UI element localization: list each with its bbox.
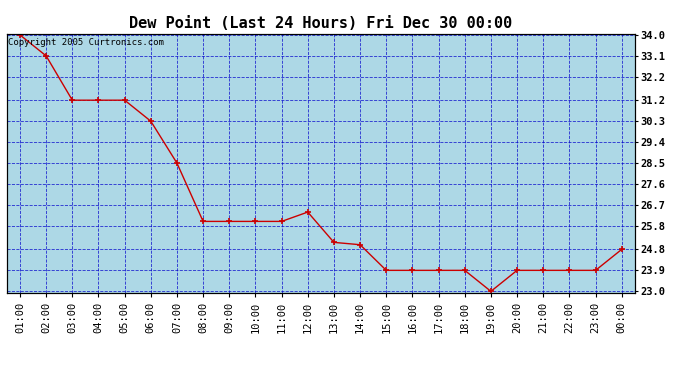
Title: Dew Point (Last 24 Hours) Fri Dec 30 00:00: Dew Point (Last 24 Hours) Fri Dec 30 00:… [129, 16, 513, 31]
Text: Copyright 2005 Curtronics.com: Copyright 2005 Curtronics.com [8, 38, 164, 46]
